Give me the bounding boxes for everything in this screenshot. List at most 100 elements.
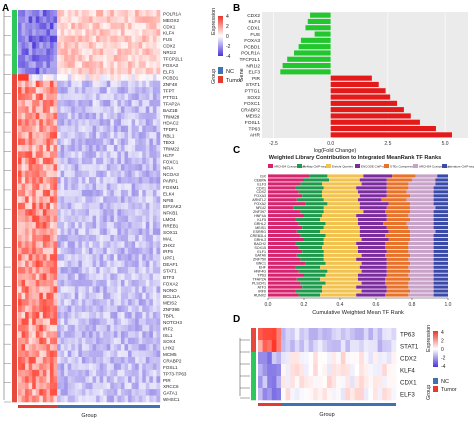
bar [330, 113, 411, 119]
heatmap-cell [53, 267, 58, 274]
heatmap-cell [152, 67, 157, 75]
group-legend-swatch [218, 67, 223, 74]
heatmap-cell [64, 260, 68, 268]
heatmap-cell [28, 209, 33, 216]
heatmap-cell [49, 67, 54, 75]
heatmap-cell [53, 241, 58, 249]
heatmap-cell [81, 222, 86, 229]
heatmap-cell [156, 48, 161, 56]
heatmap-cell [117, 10, 122, 17]
heatmap-cell [25, 132, 29, 139]
heatmap-cell [113, 395, 118, 403]
row-label: TFCP2L1 [163, 56, 183, 61]
heatmap-cell [71, 144, 76, 152]
heatmap-cell [156, 273, 161, 281]
heatmap-cell [294, 364, 300, 377]
heatmap-cell [60, 125, 65, 133]
row-side-annotation [12, 267, 17, 274]
heatmap-cell [99, 125, 104, 133]
stacked-segment [322, 214, 357, 218]
category-label: ELF1 [257, 250, 266, 254]
heatmap-cell [71, 260, 76, 268]
stacked-segment [268, 265, 295, 269]
row-label: TP63 [400, 331, 415, 338]
heatmap-cell [138, 324, 143, 332]
heatmap-cell [142, 144, 147, 152]
heatmap-cell [78, 376, 83, 384]
heatmap-cell [106, 247, 111, 255]
heatmap-cell [96, 151, 100, 159]
heatmap-cell [120, 254, 125, 261]
heatmap-cell [106, 87, 111, 94]
heatmap-cell [142, 369, 147, 377]
heatmap-cell [42, 350, 47, 358]
heatmap-cell [113, 202, 118, 210]
heatmap-cell [18, 112, 22, 120]
heatmap-cell [57, 80, 61, 88]
heatmap-cell [35, 209, 40, 216]
heatmap-cell [28, 312, 33, 319]
group-legend-label: NC [441, 379, 449, 385]
heatmap-cell [103, 357, 108, 364]
heatmap-cell [25, 305, 29, 313]
heatmap-cell [78, 87, 83, 94]
heatmap-cell [85, 222, 90, 229]
heatmap-cell [28, 10, 33, 17]
category-label: KLF4 [249, 19, 261, 25]
stacked-segment [433, 233, 448, 238]
x-tick-label: 1.0 [445, 302, 452, 308]
group-bar-tumor [18, 405, 58, 408]
heatmap-cell [85, 344, 90, 351]
heatmap-cell [74, 99, 79, 107]
category-label: CRABP2 [241, 107, 261, 113]
heatmap-cell [32, 132, 37, 139]
heatmap-cell [120, 357, 125, 364]
stacked-segment [383, 222, 407, 226]
heatmap-cell [103, 67, 108, 75]
heatmap-cell [117, 337, 122, 345]
heatmap-cell [120, 215, 125, 223]
heatmap-cell [89, 215, 93, 223]
heatmap-cell [92, 363, 97, 371]
heatmap-cell [78, 215, 83, 223]
heatmap-cell [128, 54, 132, 62]
heatmap-cell [350, 364, 355, 377]
heatmap-cell [131, 260, 136, 268]
stacked-segment [408, 257, 434, 261]
heatmap-cell [128, 222, 132, 229]
heatmap-cell [106, 106, 111, 114]
heatmap-cell [46, 247, 51, 255]
heatmap-cell [386, 388, 392, 401]
heatmap-cell [135, 344, 139, 351]
heatmap-cell [21, 228, 26, 236]
heatmap-cell [359, 388, 365, 401]
heatmap-cell [39, 312, 44, 319]
heatmap-cell [53, 132, 58, 139]
heatmap-cell [131, 10, 136, 17]
stacked-segment [433, 190, 448, 194]
heatmap-cell [74, 164, 79, 171]
heatmap-cell [106, 132, 111, 139]
heatmap-cell [28, 324, 33, 332]
heatmap-cell [106, 99, 111, 107]
heatmap-cell [74, 119, 79, 126]
heatmap-cell [78, 228, 83, 236]
heatmap-cell [110, 202, 115, 210]
legend-tick: -2 [226, 44, 231, 50]
heatmap-cell [71, 177, 76, 184]
heatmap-cell [377, 364, 383, 377]
heatmap-cell [21, 112, 26, 120]
heatmap-cell [156, 16, 161, 24]
heatmap-cell [103, 144, 108, 152]
heatmap-cell [35, 29, 40, 37]
heatmap-cell [18, 209, 22, 216]
x-axis-label: Cumulative Weighted Mean TF Rank [312, 310, 404, 316]
stacked-segment [410, 289, 434, 293]
heatmap-cell [145, 125, 150, 133]
heatmap-cell [340, 328, 346, 341]
heatmap-cell [35, 228, 40, 236]
heatmap-cell [21, 215, 26, 223]
heatmap-cell [103, 273, 108, 281]
heatmap-cell [78, 61, 83, 69]
heatmap-cell [85, 350, 90, 358]
